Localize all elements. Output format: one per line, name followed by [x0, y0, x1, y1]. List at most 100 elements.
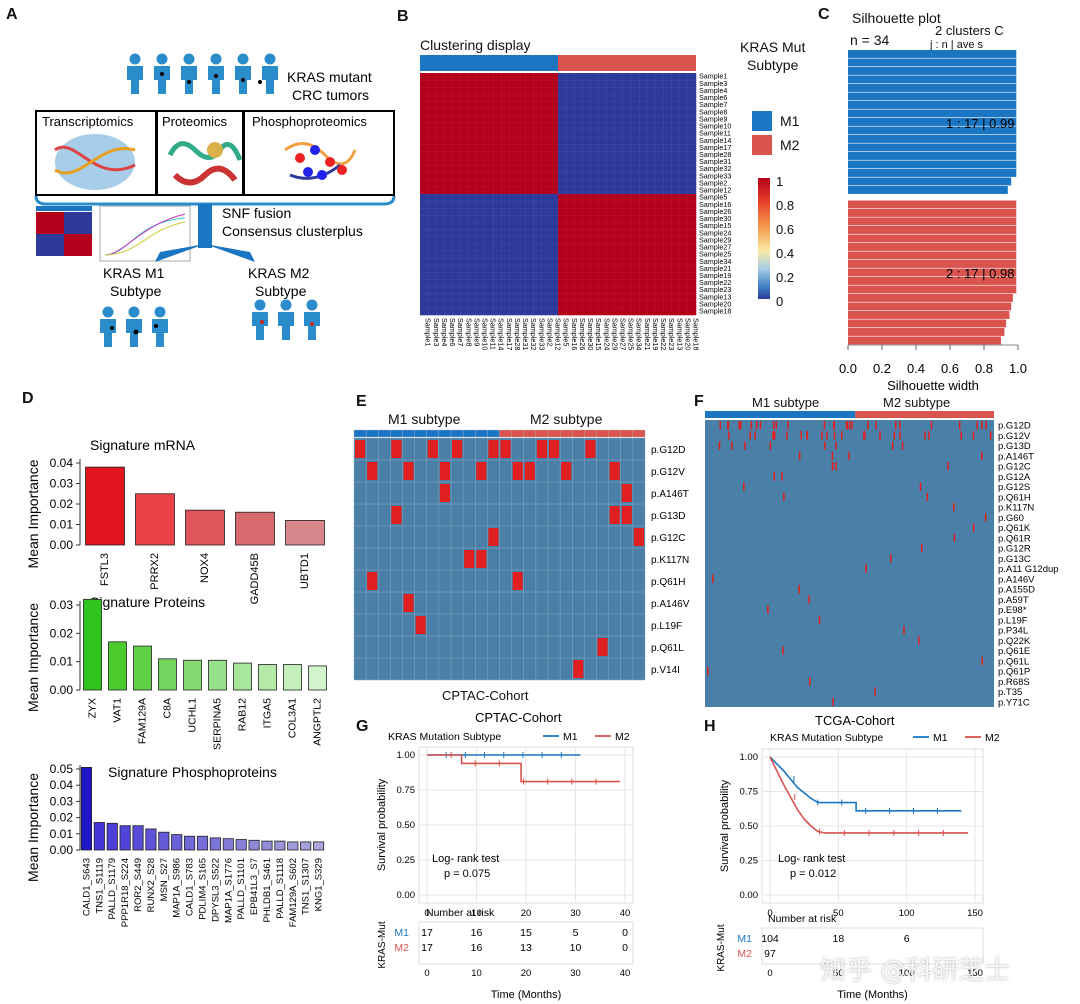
dna-icon: [54, 134, 136, 190]
mutation-hit: [524, 462, 535, 480]
mutation-hit: [754, 431, 756, 440]
km-risk-m2: 13: [520, 942, 532, 954]
row-label: Sample28: [699, 150, 731, 159]
mutation-hit: [821, 431, 823, 440]
mutation-label: p.Q61K: [998, 523, 1031, 534]
row-label: Sample5: [699, 193, 727, 202]
subtype-bar-m1: [420, 55, 558, 71]
km-curve-m2: [427, 754, 621, 783]
mutation-hit: [984, 513, 987, 522]
panel-a-title-line2: CRC tumors: [292, 87, 369, 103]
mutation-hit: [865, 564, 867, 573]
mutation-hit: [875, 421, 877, 430]
bar-tick-label: 0.01: [50, 827, 74, 841]
m2-subtype-label-1: KRAS M2: [248, 265, 310, 281]
mutation-hit: [512, 462, 523, 480]
silhouette-plot: 0.0 0.2 0.4 0.6 0.8 1.0 Silhouette width 1 : 17…: [839, 50, 1027, 393]
bar-category-label: KNG1_S329: [314, 858, 325, 911]
bar: [183, 659, 202, 691]
mutation-hit: [719, 421, 721, 430]
silhouette-tick: 0.8: [975, 361, 993, 376]
silhouette-bar: [848, 101, 1017, 109]
m1-subtype-label-2: Subtype: [110, 283, 162, 299]
mutation-label: p.G12V: [651, 467, 685, 478]
km-risk-m1: 16: [471, 927, 483, 939]
silhouette-bar: [848, 217, 1017, 226]
mutation-hit: [488, 528, 499, 546]
mutation-hit: [718, 441, 721, 450]
silhouette-bar: [848, 302, 1012, 311]
col-label: Sample34: [635, 318, 644, 350]
bar: [132, 825, 144, 851]
mutation-hit: [851, 421, 853, 430]
mutation-hit: [403, 462, 414, 480]
col-label: Sample22: [659, 318, 668, 350]
mutation-hit: [707, 667, 709, 676]
bar-category-label: PRRX2: [149, 553, 161, 590]
bar-category-label: GADD45B: [249, 553, 261, 604]
silhouette-bar: [848, 328, 1005, 336]
bar: [85, 466, 125, 546]
bar: [208, 659, 227, 691]
mutation-hit: [773, 431, 776, 440]
mutation-hit: [727, 421, 729, 430]
panel-c-title: Silhouette plot: [852, 10, 941, 26]
row-label: Sample17: [699, 143, 731, 152]
mutation-hit: [831, 462, 834, 471]
mutation-label: p.A146V: [651, 599, 690, 610]
bar: [274, 840, 286, 851]
bar: [158, 658, 177, 691]
panel-f-mutation-grid: p.G12Dp.G12Vp.G13Dp.A146Tp.G12Cp.G12Ap.G…: [705, 411, 1059, 708]
bar-category-label: ITGA5: [262, 698, 274, 729]
km-title: TCGA-Cohort: [815, 713, 895, 728]
mutation-hit: [597, 638, 608, 656]
mutation-hit: [928, 431, 930, 440]
col-label: Sample17: [505, 318, 514, 350]
row-label: Sample13: [699, 292, 731, 301]
mutation-hit: [818, 615, 821, 624]
silhouette-bar: [848, 135, 1017, 143]
bar: [222, 838, 234, 851]
row-label: Sample32: [699, 164, 731, 173]
silhouette-bar: [848, 143, 1017, 152]
mutation-hit: [573, 660, 584, 678]
mutation-hit: [391, 506, 402, 524]
mutation-hit: [972, 523, 975, 532]
panel-e-cohort-label: CPTAC-Cohort: [442, 688, 529, 703]
mutation-hit: [919, 482, 922, 491]
bar: [119, 825, 131, 851]
bar: [184, 835, 196, 851]
mutation-hit: [549, 440, 560, 458]
bar-category-label: NOX4: [199, 553, 211, 583]
bar-tick-label: 0.05: [50, 762, 74, 776]
silhouette-bar: [848, 67, 1017, 75]
bar-chart-0: Signature mRNA 0.00 0.01 0.02 0.03 0.04 FSTL3 P…: [25, 437, 325, 604]
mutation-label: p.G12V: [998, 431, 1031, 442]
bar-category-label: PDLIM4_S165: [198, 858, 209, 920]
mutation-label: p.G12C: [998, 462, 1031, 473]
mutation-hit: [500, 440, 511, 458]
legend-m2-label: M2: [780, 137, 800, 153]
col-label: Sample13: [675, 318, 684, 350]
snf-fusion-label: SNF fusion: [222, 205, 291, 221]
scale-08: 0.8: [776, 198, 795, 213]
km-xlabel: Time (Months): [491, 989, 562, 1001]
legend-m1: M1: [752, 111, 799, 131]
silhouette-bar: [848, 226, 1017, 234]
col-label: Sample23: [667, 318, 676, 350]
mutation-label: p.E98*: [998, 605, 1027, 616]
km-risk-m1: 6: [904, 933, 910, 945]
mutation-hit: [846, 421, 849, 430]
km-ytick: 0.25: [740, 856, 759, 867]
silhouette-bar: [848, 152, 1017, 160]
bar-category-label: COL3A1: [287, 698, 299, 738]
bar-ylabel: Mean Importance: [25, 773, 41, 882]
silhouette-tick: 0.0: [839, 361, 857, 376]
mutation-label: p.A155D: [998, 585, 1035, 596]
km-legend-m2: M2: [615, 731, 630, 743]
km-ytick: 0.25: [397, 855, 416, 866]
row-label: Sample31: [699, 157, 731, 166]
km-xtick: 100: [899, 908, 915, 919]
col-label: Sample2: [545, 318, 554, 346]
silhouette-bar: [848, 243, 1017, 251]
